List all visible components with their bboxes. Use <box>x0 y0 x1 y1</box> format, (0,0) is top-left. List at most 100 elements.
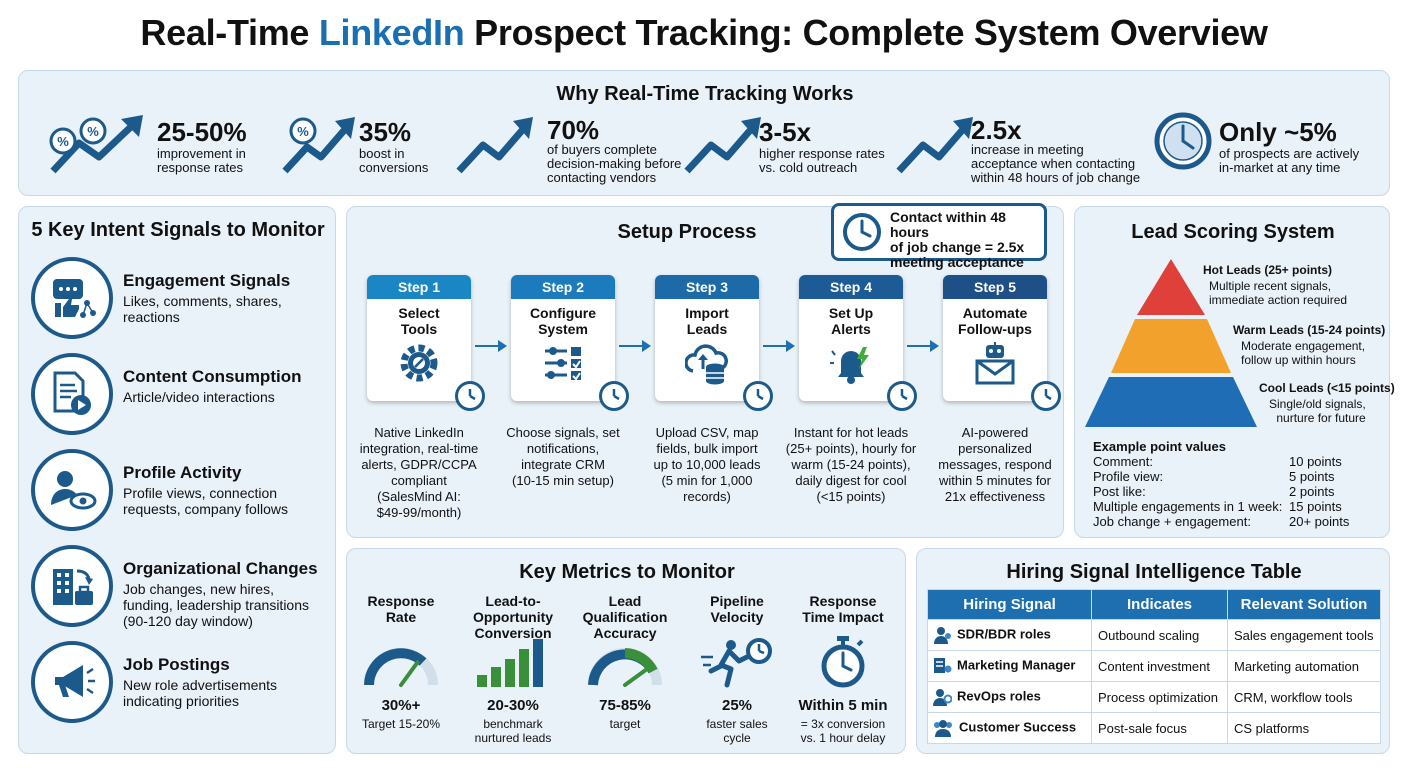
signal-title: Content Consumption <box>123 367 302 386</box>
hiring-signal-cell: Customer Success <box>927 712 1092 744</box>
hiring-signal-cell: Marketing Manager <box>927 650 1092 682</box>
signal-desc: Article/video interactions <box>123 389 275 405</box>
table-cell: CRM, workflow tools <box>1227 681 1381 713</box>
flow-arrow <box>907 340 939 352</box>
table-cell: Post-sale focus <box>1091 712 1228 744</box>
step-label: Step 2 <box>511 275 615 299</box>
gauge-icon <box>588 648 662 687</box>
metric-velocity: Pipeline Velocity 25% faster sales cycle <box>677 593 797 745</box>
hiring-signal-cell: SDR/BDR roles <box>927 619 1092 651</box>
table-cell: Content investment <box>1091 650 1228 682</box>
scoring-pyramid <box>1085 259 1257 427</box>
document-video-icon <box>53 371 91 415</box>
metric-value: 20-30% <box>487 697 539 714</box>
point-row: Post like: 2 points <box>1093 484 1335 499</box>
gauge-icon <box>364 648 438 687</box>
signal-content: Content Consumption Article/video intera… <box>31 353 331 437</box>
table-cell: Process optimization <box>1091 681 1228 713</box>
point-row: Multiple engagements in 1 week: 15 points <box>1093 499 1342 514</box>
metrics-title: Key Metrics to Monitor <box>519 561 735 583</box>
level-desc: Single/old signals, nurture for future <box>1269 397 1366 425</box>
point-row: Job change + engagement: 20+ points <box>1093 514 1350 529</box>
clock-icon <box>843 213 881 251</box>
metric-title: Lead Qualification Accuracy <box>582 593 668 641</box>
signal-title: Job Postings <box>123 655 230 674</box>
callout-text: Contact within 48 hours of job change = … <box>890 209 1025 270</box>
step-name: Set Up Alerts <box>828 305 874 337</box>
table-row: Marketing Manager Content investment Mar… <box>927 650 1381 682</box>
clock-icon <box>455 381 485 411</box>
cloud-database-icon <box>685 344 728 385</box>
column-header: Relevant Solution <box>1227 589 1381 620</box>
metric-value: 25% <box>721 697 753 714</box>
point-row: Comment: 10 points <box>1093 454 1342 469</box>
level-title: Hot Leads (25+ points) <box>1203 263 1333 277</box>
step-name: Automate Follow-ups <box>958 305 1032 337</box>
points-title: Example point values <box>1093 439 1226 454</box>
metrics-panel: Key Metrics to Monitor Response Rate 30%… <box>346 548 906 754</box>
page-title: Real-Time LinkedIn Prospect Tracking: Co… <box>140 12 1268 53</box>
trend-up-icon <box>896 117 973 174</box>
signal-profile: Profile Activity Profile views, connecti… <box>31 449 331 533</box>
signal-desc: Likes, comments, shares, reactions <box>123 293 282 325</box>
percent-trend-icon: % <box>282 117 355 174</box>
table-cell: Marketing automation <box>1227 650 1381 682</box>
trend-up-icon <box>456 117 533 174</box>
table-row: SDR/BDR roles Outbound scaling Sales eng… <box>927 619 1381 651</box>
metric-response-rate: Response Rate 30%+ Target 15-20% <box>341 593 461 731</box>
clock-icon <box>599 381 629 411</box>
document-person-icon <box>934 658 952 673</box>
runner-clock-icon <box>701 638 772 688</box>
point-values: Example point values Comment: 10 points P… <box>1093 439 1373 529</box>
pyramid-cool <box>1085 377 1257 427</box>
stopwatch-icon <box>821 636 865 688</box>
step-desc: Instant for hot leads (25+ points), hour… <box>785 425 917 504</box>
metric-accuracy: Lead Qualification Accuracy 75-85% targe… <box>565 593 685 731</box>
stat-desc: boost in conversions <box>359 146 429 175</box>
megaphone-icon <box>55 665 95 697</box>
metric-response-time: Response Time Impact Within 5 min = 3x c… <box>783 593 903 745</box>
signal-desc: Profile views, connection requests, comp… <box>123 485 288 517</box>
signals-panel: 5 Key Intent Signals to Monitor Engageme… <box>18 206 336 754</box>
stat-value: 70% <box>547 115 600 145</box>
step-desc: Upload CSV, map fields, bulk import up t… <box>653 425 761 504</box>
metric-conversion: Lead-to-Opportunity Conversion 20-30% be… <box>453 593 573 745</box>
pyramid-warm <box>1111 319 1231 373</box>
level-desc: Multiple recent signals, immediate actio… <box>1209 279 1348 307</box>
table-row: RevOps roles Process optimization CRM, w… <box>927 681 1381 713</box>
svg-text:%: % <box>87 124 99 139</box>
step-1: Step 1 Select Tools <box>367 275 485 411</box>
signal-desc: Job changes, new hires, funding, leaders… <box>123 581 310 629</box>
stat-desc: increase in meeting acceptance when cont… <box>971 142 1141 185</box>
stat-desc: higher response rates vs. cold outreach <box>759 146 885 175</box>
setup-panel: Setup Process Contact within 48 hours of… <box>346 203 1064 538</box>
column-header: Hiring Signal <box>927 589 1092 620</box>
clock-icon <box>743 381 773 411</box>
step-5: Step 5 Automate Follow-ups <box>943 275 1061 411</box>
callout-box: Contact within 48 hours of job change = … <box>831 203 1047 270</box>
step-label: Step 3 <box>655 275 759 299</box>
hiring-signal-cell: RevOps roles <box>927 681 1092 713</box>
robot-envelope-icon <box>975 342 1015 385</box>
step-name: Import Leads <box>685 305 729 337</box>
step-3: Step 3 Import Leads <box>655 275 773 411</box>
table-cell: Sales engagement tools <box>1227 619 1381 651</box>
gear-link-icon <box>400 344 438 382</box>
svg-text:%: % <box>297 124 309 139</box>
person-gear-icon <box>933 689 953 706</box>
metric-value: 75-85% <box>599 697 651 714</box>
step-name: Select Tools <box>398 305 440 337</box>
people-group-icon <box>934 720 952 737</box>
step-desc: Native LinkedIn integration, real-time a… <box>359 425 479 520</box>
step-desc: AI-powered personalized messages, respon… <box>938 425 1052 504</box>
table-header-row: Hiring Signal Indicates Relevant Solutio… <box>927 589 1381 620</box>
pyramid-hot <box>1137 259 1205 315</box>
clock-icon <box>1031 381 1061 411</box>
flow-arrow <box>475 340 507 352</box>
table-cell: CS platforms <box>1227 712 1381 744</box>
step-label: Step 1 <box>367 275 471 299</box>
bell-alert-icon <box>830 347 869 384</box>
stat-desc: of prospects are actively in-market at a… <box>1219 146 1360 175</box>
svg-text:%: % <box>57 134 69 149</box>
point-row: Profile view: 5 points <box>1093 469 1335 484</box>
